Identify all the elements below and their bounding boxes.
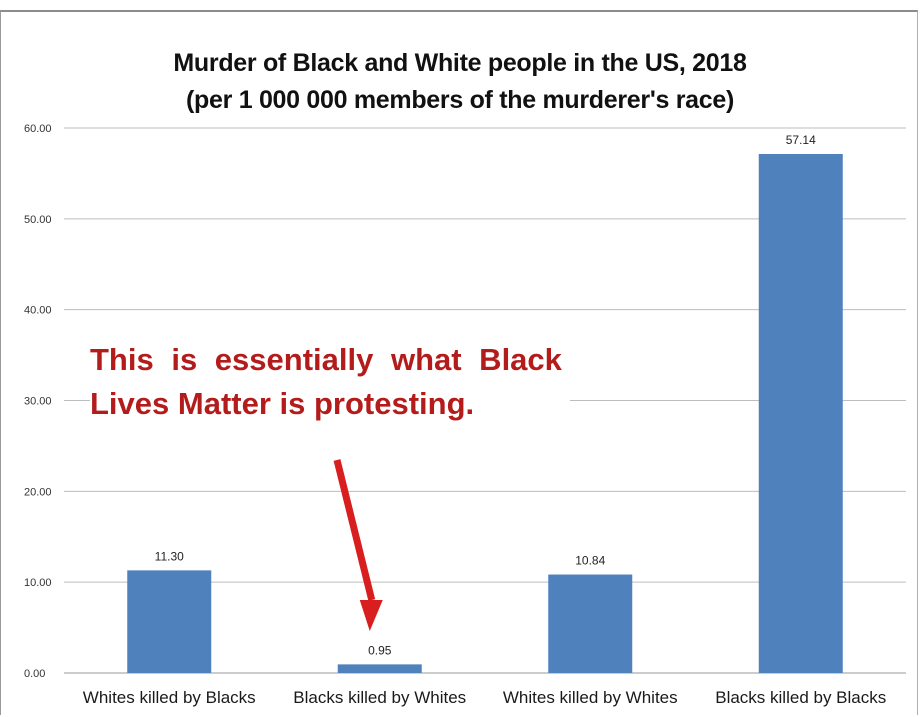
data-label: 57.14 <box>786 133 816 147</box>
arrow-head <box>359 600 383 631</box>
x-tick-label: Blacks killed by Whites <box>293 688 466 707</box>
chart-subtitle: (per 1 000 000 members of the murderer's… <box>186 86 734 114</box>
data-labels: 11.30 0.95 10.84 57.14 <box>155 133 816 657</box>
bar <box>127 570 212 673</box>
y-tick-label: 50.00 <box>24 214 52 226</box>
y-tick-label: 10.00 <box>24 577 52 589</box>
x-tick-label: Whites killed by Blacks <box>83 688 256 707</box>
data-label: 0.95 <box>368 643 392 657</box>
x-tick-label: Whites killed by Whites <box>503 688 678 707</box>
red-arrow-icon <box>333 459 383 631</box>
bar <box>337 664 422 673</box>
annotation-text: This is essentially what Black Lives Mat… <box>90 338 570 426</box>
y-tick-label: 0.00 <box>24 668 45 680</box>
bar <box>548 574 633 673</box>
bar <box>758 153 843 673</box>
bars <box>127 153 843 673</box>
y-tick-label: 30.00 <box>24 396 52 408</box>
arrow-shaft <box>333 459 376 601</box>
y-tick-label: 20.00 <box>24 486 52 498</box>
annotation-line-1: This is essentially what Black <box>90 342 562 377</box>
data-label: 10.84 <box>575 554 605 568</box>
x-tick-label: Blacks killed by Blacks <box>715 688 886 707</box>
y-axis-ticks: 0.00 10.00 20.00 30.00 40.00 50.00 60.00 <box>24 123 52 680</box>
chart-title: Murder of Black and White people in the … <box>173 49 747 77</box>
y-tick-label: 40.00 <box>24 305 52 317</box>
data-label: 11.30 <box>155 549 184 563</box>
y-tick-label: 60.00 <box>24 123 52 135</box>
annotation-line-2: Lives Matter is protesting. <box>90 386 475 421</box>
chart-border <box>0 10 918 715</box>
x-axis-labels: Whites killed by Blacks Blacks killed by … <box>83 688 886 707</box>
